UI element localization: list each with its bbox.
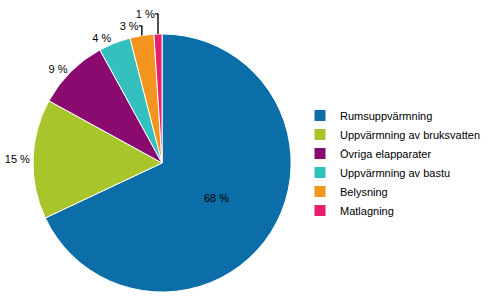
svg-text:Uppvärmning av bruksvatten: Uppvärmning av bruksvatten xyxy=(340,129,480,141)
svg-text:Matlagning: Matlagning xyxy=(340,205,394,217)
svg-text:Belysning: Belysning xyxy=(340,186,388,198)
svg-text:Rumsuppvärmning: Rumsuppvärmning xyxy=(340,110,432,122)
svg-text:1 %: 1 % xyxy=(136,8,155,20)
svg-text:Uppvärmning av bastu: Uppvärmning av bastu xyxy=(340,167,450,179)
svg-text:4 %: 4 % xyxy=(92,32,111,44)
svg-text:9 %: 9 % xyxy=(49,63,68,75)
svg-text:Övriga elapparater: Övriga elapparater xyxy=(340,148,431,160)
svg-text:68 %: 68 % xyxy=(204,192,229,204)
svg-text:3 %: 3 % xyxy=(120,20,139,32)
svg-text:15 %: 15 % xyxy=(5,153,30,165)
